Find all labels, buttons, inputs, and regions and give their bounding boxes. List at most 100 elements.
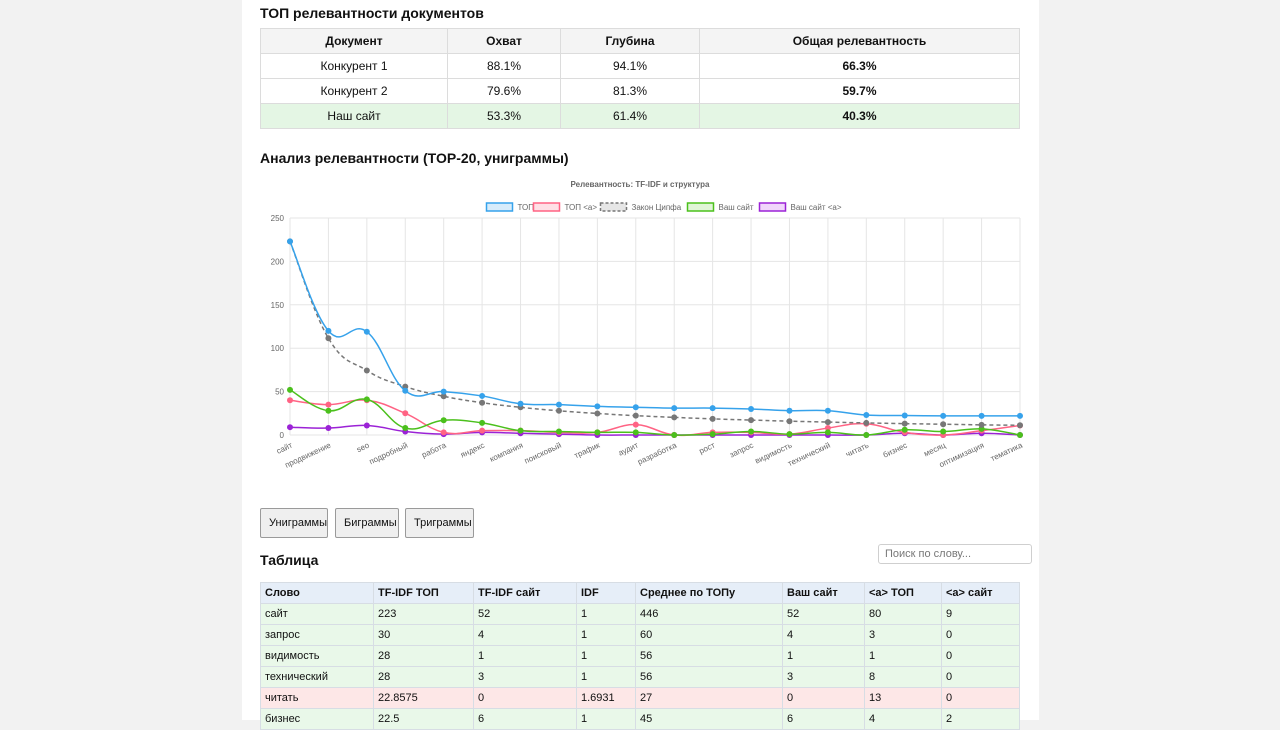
data-point-zipf[interactable] bbox=[671, 414, 678, 421]
data-point-top[interactable] bbox=[824, 407, 831, 414]
data-point-top[interactable] bbox=[402, 387, 409, 394]
data-point-your-site[interactable] bbox=[479, 419, 486, 426]
data-point-top-a[interactable] bbox=[440, 429, 447, 436]
data-point-top[interactable] bbox=[555, 401, 562, 408]
legend-item[interactable]: Ваш сайт bbox=[686, 202, 754, 212]
data-point-zipf[interactable] bbox=[325, 335, 332, 342]
data-point-top[interactable] bbox=[863, 412, 870, 419]
bigrams-button[interactable]: Биграммы bbox=[335, 508, 399, 538]
legend-swatch bbox=[599, 202, 628, 212]
data-point-top[interactable] bbox=[709, 405, 716, 412]
data-point-your-site[interactable] bbox=[940, 428, 947, 435]
data-point-top[interactable] bbox=[479, 392, 486, 399]
data-point-top[interactable] bbox=[978, 412, 985, 419]
data-point-zipf[interactable] bbox=[824, 419, 831, 426]
y-tick-label: 0 bbox=[280, 431, 285, 440]
data-point-zipf[interactable] bbox=[594, 410, 601, 417]
data-point-zipf[interactable] bbox=[940, 421, 947, 428]
data-point-top[interactable] bbox=[594, 403, 601, 410]
data-point-top[interactable] bbox=[901, 412, 908, 419]
data-point-your-site[interactable] bbox=[709, 431, 716, 438]
data-point-zipf[interactable] bbox=[978, 421, 985, 428]
table-row: видимость 28 1 1 56 1 1 0 bbox=[260, 645, 1020, 667]
table-row: читать 22.8575 0 1.6931 27 0 13 0 bbox=[260, 687, 1020, 709]
data-point-zipf[interactable] bbox=[632, 412, 639, 419]
header-avg-top: Среднее по ТОПу bbox=[635, 582, 783, 604]
cell-a-top: 8 bbox=[864, 666, 942, 688]
data-point-zipf[interactable] bbox=[863, 419, 870, 426]
data-point-your-site[interactable] bbox=[287, 386, 293, 393]
data-point-zipf[interactable] bbox=[555, 407, 562, 414]
legend-item[interactable]: ТОП <a> bbox=[532, 202, 598, 212]
data-point-your-site[interactable] bbox=[402, 425, 409, 432]
word-search-input[interactable] bbox=[878, 544, 1032, 564]
data-point-top-a[interactable] bbox=[325, 401, 332, 408]
data-point-top[interactable] bbox=[1017, 412, 1023, 419]
data-point-zipf[interactable] bbox=[1017, 422, 1023, 429]
data-point-your-site[interactable] bbox=[440, 417, 447, 424]
data-point-your-site[interactable] bbox=[517, 427, 524, 434]
data-point-your-site-a[interactable] bbox=[363, 422, 370, 429]
data-point-top[interactable] bbox=[671, 405, 678, 412]
cell-avg-top: 60 bbox=[635, 624, 783, 646]
data-point-your-site[interactable] bbox=[863, 432, 870, 438]
data-point-top[interactable] bbox=[440, 388, 447, 395]
cell-avg-top: 45 bbox=[635, 708, 783, 730]
legend-item[interactable]: Закон Ципфа bbox=[599, 202, 682, 212]
data-point-top[interactable] bbox=[786, 407, 793, 414]
data-point-top[interactable] bbox=[287, 238, 293, 245]
data-point-zipf[interactable] bbox=[786, 418, 793, 425]
data-point-your-site[interactable] bbox=[632, 429, 639, 436]
data-point-zipf[interactable] bbox=[440, 393, 447, 400]
data-point-top-a[interactable] bbox=[287, 397, 293, 404]
series-your-site bbox=[287, 386, 1023, 438]
top-table-row-our-site: Наш сайт 53.3% 61.4% 40.3% bbox=[260, 103, 1020, 129]
data-point-top-a[interactable] bbox=[632, 421, 639, 428]
cell-tfidf-site: 4 bbox=[473, 624, 577, 646]
data-point-your-site-a[interactable] bbox=[325, 425, 332, 432]
data-point-top[interactable] bbox=[517, 400, 524, 407]
data-point-top[interactable] bbox=[748, 405, 755, 412]
trigrams-button[interactable]: Триграммы bbox=[405, 508, 474, 538]
data-point-top[interactable] bbox=[940, 412, 947, 419]
data-point-zipf[interactable] bbox=[363, 367, 370, 374]
data-point-your-site[interactable] bbox=[671, 432, 678, 438]
x-tick-label: работа bbox=[420, 440, 448, 459]
data-point-top[interactable] bbox=[363, 328, 370, 335]
row-coverage: 79.6% bbox=[447, 78, 561, 104]
cell-tfidf-top: 223 bbox=[373, 603, 474, 625]
y-tick-label: 200 bbox=[271, 257, 285, 266]
data-point-your-site[interactable] bbox=[555, 428, 562, 435]
unigrams-button[interactable]: Униграммы bbox=[260, 508, 328, 538]
data-point-your-site[interactable] bbox=[901, 426, 908, 433]
cell-a-top: 13 bbox=[864, 687, 942, 709]
legend-item[interactable]: ТОП bbox=[485, 202, 535, 212]
words-table-header-row: Слово TF-IDF ТОП TF-IDF сайт IDF Среднее… bbox=[260, 582, 1020, 604]
data-point-zipf[interactable] bbox=[748, 417, 755, 424]
data-point-your-site[interactable] bbox=[1017, 432, 1023, 438]
data-point-your-site[interactable] bbox=[786, 431, 793, 438]
data-point-top-a[interactable] bbox=[479, 427, 486, 434]
row-document: Конкурент 2 bbox=[260, 78, 448, 104]
data-point-top-a[interactable] bbox=[402, 410, 409, 417]
table-row: технический 28 3 1 56 3 8 0 bbox=[260, 666, 1020, 688]
data-point-zipf[interactable] bbox=[901, 420, 908, 427]
relevance-chart-svg: Релевантность: TF-IDF и структура ТОП ТОП… bbox=[271, 180, 1025, 470]
data-point-top-a[interactable] bbox=[824, 425, 831, 432]
data-point-zipf[interactable] bbox=[709, 415, 716, 422]
cell-word: читать bbox=[260, 687, 374, 709]
data-point-your-site[interactable] bbox=[363, 396, 370, 403]
data-point-zipf[interactable] bbox=[402, 383, 409, 390]
data-point-your-site-a[interactable] bbox=[287, 424, 293, 431]
data-point-zipf[interactable] bbox=[479, 399, 486, 406]
data-point-top[interactable] bbox=[325, 327, 332, 334]
chart-grid bbox=[289, 217, 1021, 436]
data-point-your-site[interactable] bbox=[748, 428, 755, 435]
cell-idf: 1 bbox=[576, 603, 636, 625]
data-point-top[interactable] bbox=[632, 404, 639, 411]
data-point-your-site[interactable] bbox=[594, 429, 601, 436]
legend-item[interactable]: Ваш сайт <a> bbox=[758, 202, 842, 212]
x-tick-label: компания bbox=[488, 441, 524, 464]
data-point-your-site[interactable] bbox=[325, 407, 332, 414]
data-point-your-site[interactable] bbox=[824, 429, 831, 436]
